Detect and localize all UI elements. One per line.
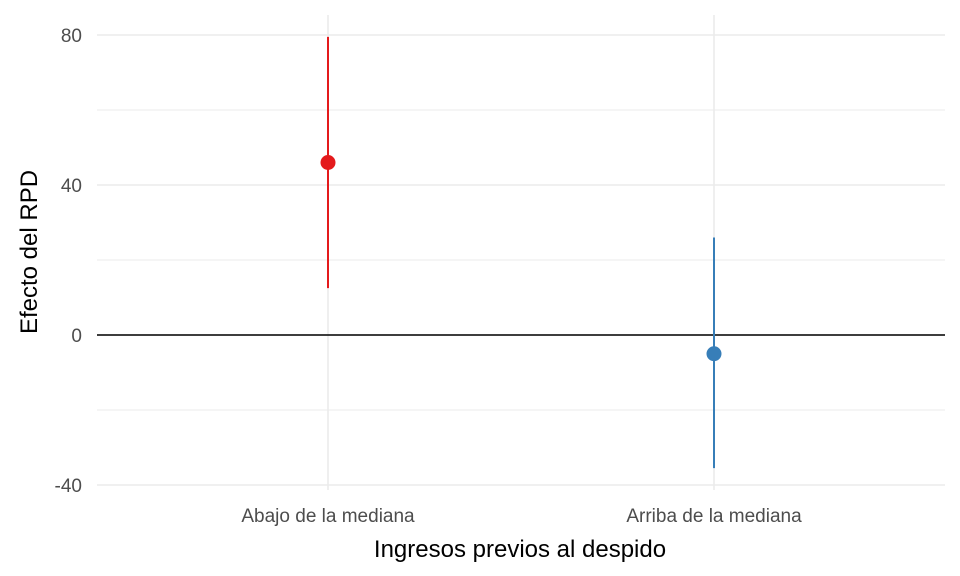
y-tick-label: 40 [61, 176, 82, 197]
x-tick-label: Abajo de la mediana [241, 506, 415, 527]
y-tick-label: 0 [71, 326, 82, 347]
x-tick-label: Arriba de la mediana [626, 506, 802, 527]
x-axis-title: Ingresos previos al despido [374, 536, 666, 563]
point-estimate [706, 346, 722, 362]
y-tick-label: 80 [61, 26, 82, 47]
y-axis-title: Efecto del RPD [16, 170, 43, 334]
y-tick-label: -40 [55, 476, 82, 497]
point-estimate [320, 155, 336, 170]
x-axis-ticks: Abajo de la mediana Arriba de la mediana [241, 506, 802, 527]
y-axis-ticks: -40 0 40 80 [55, 26, 82, 497]
grid [97, 15, 945, 490]
marks [320, 36, 722, 469]
